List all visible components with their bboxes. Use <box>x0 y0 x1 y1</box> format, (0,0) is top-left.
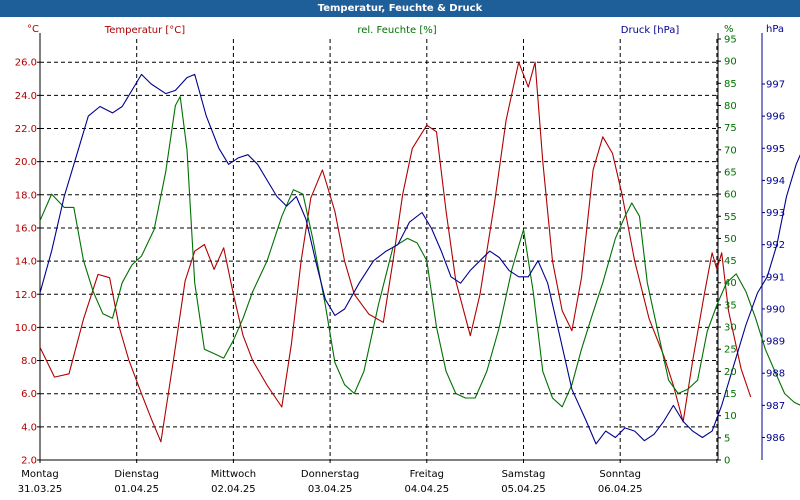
left-tick-label: 2.0 <box>21 456 37 467</box>
right-tick-label: 996 <box>766 112 785 123</box>
left-tick-label: 8.0 <box>21 356 37 367</box>
x-tick-date-label: 02.04.25 <box>211 484 256 495</box>
middle-tick-label: 55 <box>724 212 737 223</box>
x-tick-date-label: 31.03.25 <box>18 484 63 495</box>
legend-pressure: Druck [hPa] <box>621 25 680 36</box>
left-tick-label: 24.0 <box>15 91 37 102</box>
x-tick-date-label: 05.04.25 <box>501 484 546 495</box>
left-tick-label: 4.0 <box>21 422 37 433</box>
middle-tick-label: 80 <box>724 101 737 112</box>
humidity-line <box>39 96 800 408</box>
middle-tick-label: 95 <box>724 35 737 46</box>
right-tick-label: 986 <box>766 433 785 444</box>
x-tick-day-label: Samstag <box>502 469 546 480</box>
right-tick-label: 987 <box>766 401 785 412</box>
x-tick-day-label: Sonntag <box>599 469 641 480</box>
left-tick-label: 12.0 <box>15 290 37 301</box>
right-tick-label: 997 <box>766 79 785 90</box>
middle-tick-label: 85 <box>724 79 737 90</box>
left-tick-label: 6.0 <box>21 389 37 400</box>
legend-temperature: Temperatur [°C] <box>104 25 185 36</box>
right-tick-label: 988 <box>766 369 785 380</box>
x-tick-day-label: Mittwoch <box>211 469 256 480</box>
x-tick-day-label: Freitag <box>410 469 444 480</box>
middle-tick-label: 65 <box>724 167 737 178</box>
left-tick-label: 16.0 <box>15 223 37 234</box>
left-tick-label: 14.0 <box>15 257 37 268</box>
x-tick-date-label: 01.04.25 <box>114 484 159 495</box>
x-tick-date-label: 03.04.25 <box>308 484 353 495</box>
temperature-line <box>39 61 752 443</box>
left-axis-unit: °C <box>27 24 39 35</box>
x-tick-day-label: Montag <box>21 469 58 480</box>
middle-tick-label: 75 <box>724 123 737 134</box>
right-tick-label: 990 <box>766 304 785 315</box>
middle-tick-label: 70 <box>724 145 737 156</box>
middle-tick-label: 25 <box>724 345 737 356</box>
middle-tick-label: 30 <box>724 323 737 334</box>
left-tick-label: 26.0 <box>15 58 37 69</box>
right-tick-label: 992 <box>766 240 785 251</box>
middle-tick-label: 10 <box>724 411 737 422</box>
window-title: Temperatur, Feuchte & Druck <box>0 0 800 17</box>
middle-tick-label: 50 <box>724 234 737 245</box>
middle-tick-label: 40 <box>724 278 737 289</box>
axes <box>37 33 765 463</box>
right-tick-label: 995 <box>766 144 785 155</box>
x-tick-date-label: 04.04.25 <box>405 484 450 495</box>
middle-tick-label: 45 <box>724 256 737 267</box>
left-tick-label: 20.0 <box>15 157 37 168</box>
pressure-line <box>39 73 800 445</box>
x-tick-day-label: Donnerstag <box>301 469 359 480</box>
middle-tick-label: 90 <box>724 57 737 68</box>
middle-tick-label: 60 <box>724 190 737 201</box>
right-tick-label: 994 <box>766 176 785 187</box>
left-tick-label: 10.0 <box>15 323 37 334</box>
middle-tick-label: 20 <box>724 367 737 378</box>
x-tick-day-label: Dienstag <box>114 469 159 480</box>
chart: 2.0 4.0 6.0 8.0 10.0 12.0 14.0 16.0 18.0 20.0 22.0… <box>15 24 800 495</box>
axis-labels: 2.0 4.0 6.0 8.0 10.0 12.0 14.0 16.0 18.0 20.0 22.0… <box>15 24 785 495</box>
middle-tick-label: 15 <box>724 389 737 400</box>
middle-tick-label: 35 <box>724 300 737 311</box>
left-tick-label: 22.0 <box>15 124 37 135</box>
right-tick-label: 991 <box>766 272 785 283</box>
middle-tick-label: 5 <box>724 433 730 444</box>
right-axis-unit: hPa <box>766 24 784 35</box>
series-lines <box>39 61 800 445</box>
legend-humidity: rel. Feuchte [%] <box>357 25 436 36</box>
left-tick-label: 18.0 <box>15 190 37 201</box>
right-tick-label: 993 <box>766 208 785 219</box>
grid <box>40 39 718 461</box>
x-tick-date-label: 06.04.25 <box>598 484 643 495</box>
middle-axis-unit: % <box>724 24 734 35</box>
right-tick-label: 989 <box>766 337 785 348</box>
middle-tick-label: 0 <box>724 456 730 467</box>
